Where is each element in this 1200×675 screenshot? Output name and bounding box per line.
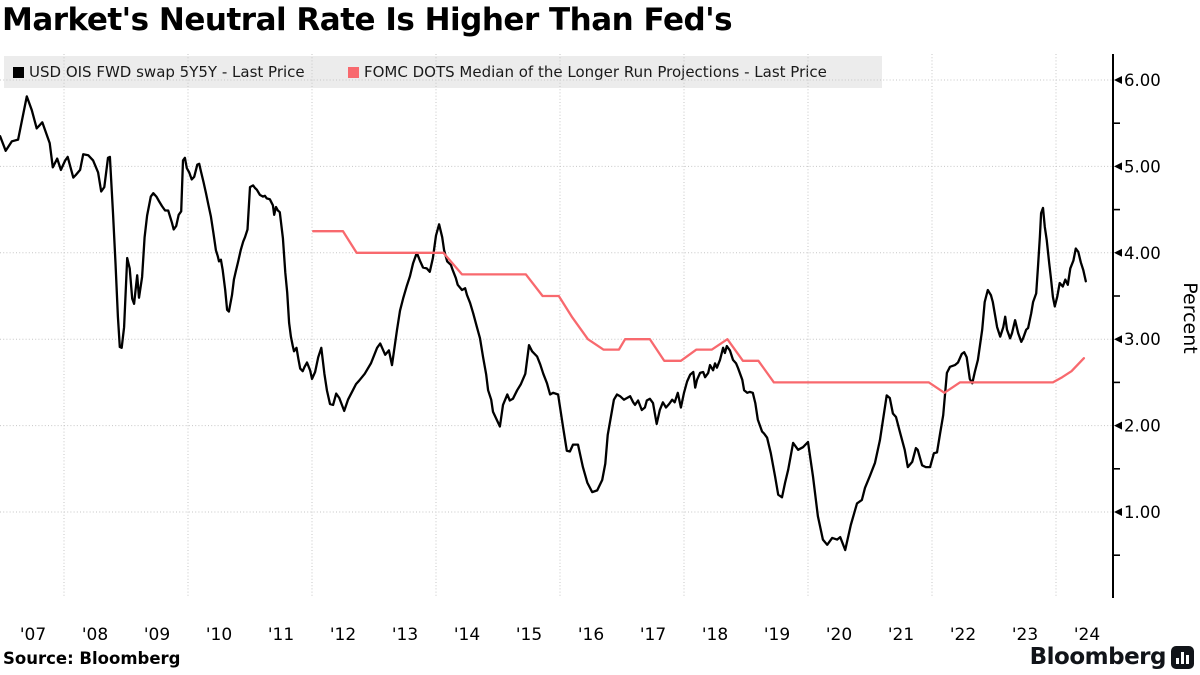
x-tick-label: '13 (392, 625, 418, 645)
x-tick-label: '07 (20, 625, 46, 645)
y-tick-label: 6.00 (1124, 71, 1161, 90)
x-tick-label: '09 (144, 625, 170, 645)
y-tick-label: 1.00 (1124, 503, 1161, 522)
y-tick-label: 4.00 (1124, 244, 1161, 263)
x-tick-label: '16 (578, 625, 604, 645)
y-major-tick-icon (1114, 421, 1122, 430)
y-tick-label: 5.00 (1124, 157, 1161, 176)
legend-swatch-black-icon (13, 66, 24, 78)
legend-label-fomc: FOMC DOTS Median of the Longer Run Proje… (364, 63, 827, 81)
legend-entry-ois: USD OIS FWD swap 5Y5Y - Last Price (13, 56, 305, 88)
x-tick-label: '08 (82, 625, 108, 645)
legend-entry-fomc: FOMC DOTS Median of the Longer Run Proje… (348, 56, 827, 88)
series-line-fomc (312, 230, 1086, 394)
y-major-tick-icon (1114, 76, 1122, 84)
x-tick-label: '22 (950, 625, 976, 645)
x-tick-label: '11 (268, 625, 294, 645)
x-tick-label: '14 (454, 625, 480, 645)
x-tick-label: '15 (516, 625, 542, 645)
bloomberg-wordmark: Bloomberg (1029, 644, 1167, 670)
axis-labels: 6.00 5.00 4.00 3.00 2.00 1.00 '07 '08 '09 '10 '11 '… (20, 71, 1161, 645)
page-title: Market's Neutral Rate Is Higher Than Fed… (2, 2, 733, 38)
y-major-tick-icon (1114, 508, 1122, 516)
x-tick-label: '17 (640, 625, 666, 645)
y-major-tick-icon (1114, 335, 1122, 344)
y-axis-title: Percent (1179, 282, 1200, 354)
y-axis (1112, 54, 1122, 598)
y-tick-label: 3.00 (1124, 330, 1161, 349)
bloomberg-logo-icon (1171, 646, 1194, 669)
x-tick-label: '18 (702, 625, 728, 645)
x-tick-label: '21 (888, 625, 914, 645)
x-tick-label: '12 (330, 625, 356, 645)
y-tick-label: 2.00 (1124, 417, 1161, 436)
legend: USD OIS FWD swap 5Y5Y - Last Price FOMC … (4, 56, 882, 88)
source-attribution: Source: Bloomberg (3, 649, 181, 668)
y-major-tick-icon (1114, 162, 1122, 171)
gridlines (0, 54, 1113, 598)
y-major-tick-icon (1114, 248, 1122, 257)
x-tick-label: '24 (1074, 625, 1100, 645)
legend-label-ois: USD OIS FWD swap 5Y5Y - Last Price (29, 63, 305, 81)
x-tick-label: '19 (764, 625, 790, 645)
data-series (0, 95, 1087, 552)
x-tick-label: '23 (1012, 625, 1038, 645)
series-line-ois (0, 95, 1087, 552)
legend-swatch-red-icon (348, 66, 359, 78)
x-tick-label: '20 (826, 625, 852, 645)
x-tick-label: '10 (206, 625, 232, 645)
